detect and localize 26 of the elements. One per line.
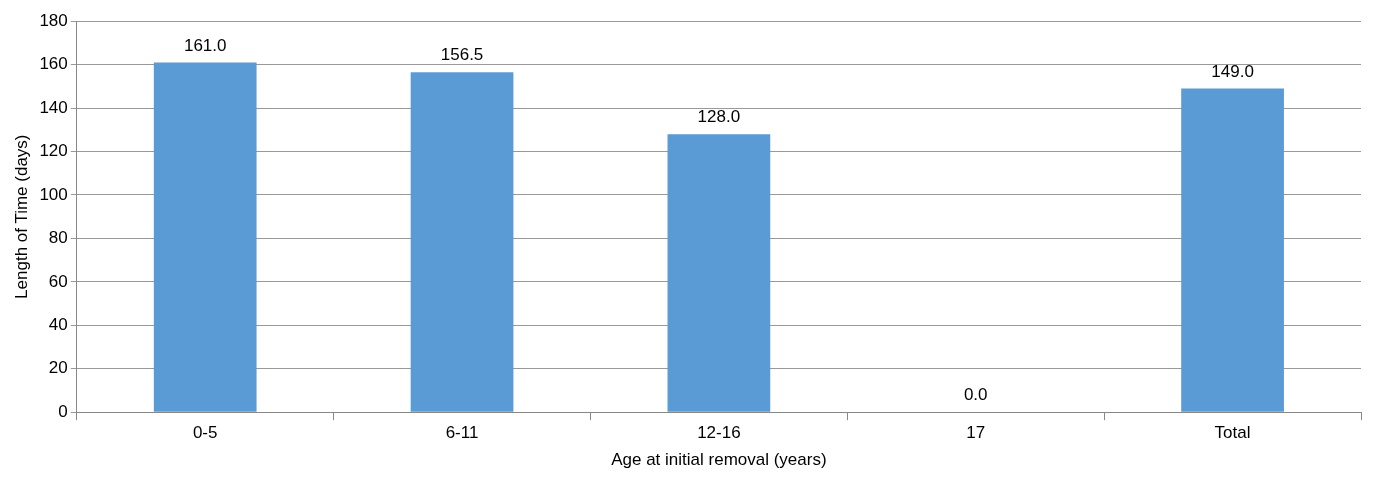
bar [410,72,514,412]
y-tick-label: 160 [39,54,68,74]
x-tick-label: 17 [966,423,986,443]
y-axis-title: Length of Time (days) [11,134,31,299]
y-tick-label: 40 [48,315,68,334]
x-tick-label: Total [1214,423,1251,443]
data-label: 149.0 [1211,61,1254,81]
x-tick-label: 12-16 [697,423,741,443]
y-tick-label: 180 [39,10,68,30]
data-label: 128.0 [697,107,741,127]
x-tick-label: 6-11 [445,423,479,443]
x-axis-title: Age at initial removal (years) [611,450,827,470]
y-tick-label: 60 [48,271,68,291]
data-label: 0.0 [963,385,988,405]
y-tick-label: 80 [48,228,68,248]
data-label: 156.5 [440,45,484,65]
y-tick-label: 100 [39,184,68,204]
bar [667,134,771,412]
bar [153,62,257,412]
y-tick-label: 140 [39,97,68,117]
y-tick-label: 20 [48,358,68,378]
bar [1181,88,1284,412]
y-tick-label: 0 [58,401,68,421]
data-label: 161.0 [183,35,227,55]
x-tick-label: 0-5 [192,423,218,443]
y-tick-label: 120 [39,141,68,161]
